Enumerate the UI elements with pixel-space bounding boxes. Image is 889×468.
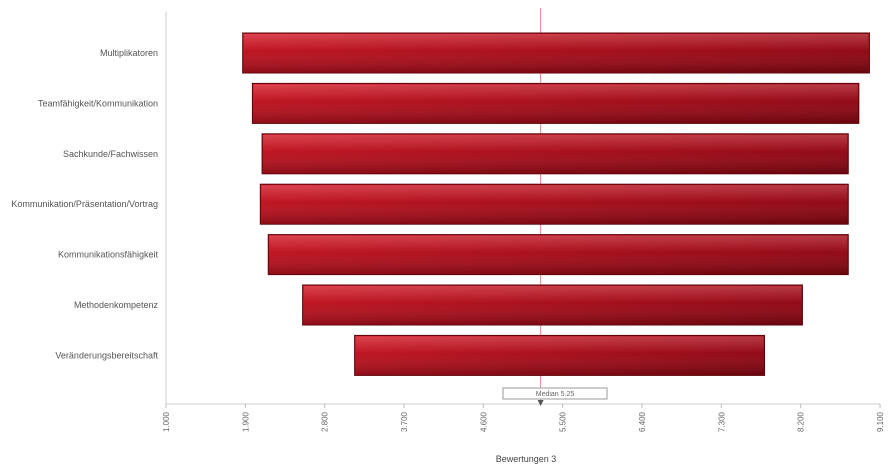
x-tick-label: 4.600 (479, 411, 488, 432)
median-marker[interactable]: Median 5.25 (502, 387, 608, 406)
category-label: Methodenkompetenz (74, 300, 159, 310)
median-marker-pointer (537, 400, 544, 406)
x-tick-label: 1.900 (241, 411, 250, 432)
bar-shine (261, 185, 848, 224)
x-tick-label: 5.500 (559, 411, 568, 432)
x-tick-label: 9.100 (876, 411, 885, 432)
bar-shine (253, 84, 858, 123)
x-tick-label: 1.000 (162, 411, 171, 432)
x-ticks: 1.000 1.900 2.800 3.700 4.600 5.500 6.400 7.300… (162, 404, 885, 432)
x-tick-label: 6.400 (638, 411, 647, 432)
category-label: Kommunikationsfähigkeit (58, 250, 159, 260)
category-label: Multiplikatoren (100, 48, 158, 58)
median-marker-box[interactable] (502, 387, 608, 400)
median-marker-label: Median 5.25 (536, 391, 575, 398)
x-tick-label: 2.800 (321, 411, 330, 432)
category-label: Kommunikation/Präsentation/Vortrag (11, 199, 158, 209)
bar-shine (243, 34, 869, 72)
bars (242, 32, 870, 376)
bar-shine (355, 336, 764, 375)
bar-shine (303, 286, 802, 324)
x-tick-label: 8.200 (797, 411, 806, 432)
category-labels: Multiplikatoren Teamfähigkeit/Kommunikati… (11, 48, 158, 360)
category-label: Veränderungsbereitschaft (55, 350, 158, 360)
x-axis-title: Bewertungen 3 (496, 454, 557, 464)
bar-shine (269, 235, 848, 274)
x-tick-label: 7.300 (717, 411, 726, 432)
bar-shine (263, 134, 848, 173)
category-label: Teamfähigkeit/Kommunikation (38, 98, 158, 108)
category-label: Sachkunde/Fachwissen (63, 149, 158, 159)
x-tick-label: 3.700 (400, 411, 409, 432)
